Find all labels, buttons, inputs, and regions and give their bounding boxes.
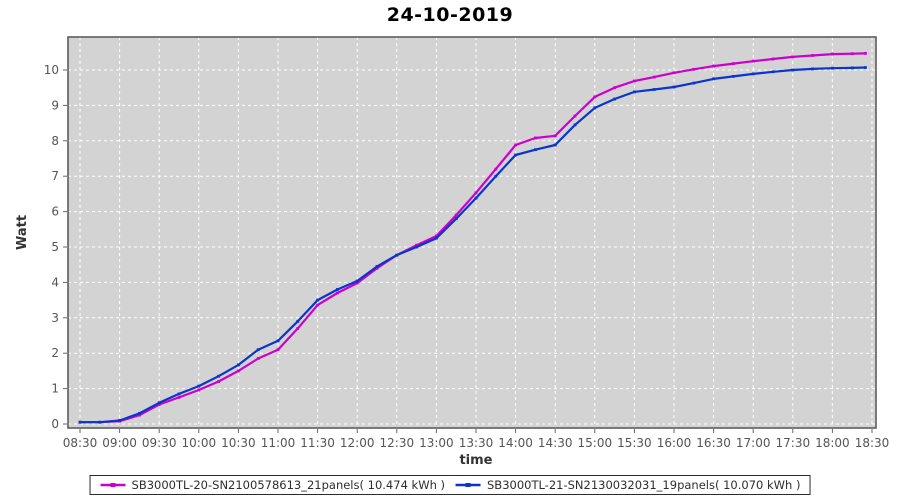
- x-tick-label: 12:00: [340, 436, 375, 450]
- y-tick-label: 10: [44, 63, 59, 77]
- y-tick-label: 4: [51, 275, 59, 289]
- legend-item-series-1: SB3000TL-20-SN2100578613_21panels( 10.47…: [100, 478, 445, 492]
- plot-border: [67, 36, 877, 429]
- x-tick-label: 17:30: [776, 436, 811, 450]
- plot-area: [68, 37, 876, 428]
- x-tick-label: 18:30: [855, 436, 890, 450]
- x-tick-label: 15:30: [617, 436, 652, 450]
- x-tick-label: 11:30: [300, 436, 335, 450]
- gridlines: [68, 37, 876, 428]
- x-tick-label: 18:00: [815, 436, 850, 450]
- legend-label-series-1: SB3000TL-20-SN2100578613_21panels( 10.47…: [131, 478, 445, 492]
- y-tick-label: 1: [51, 382, 59, 396]
- y-tick-label: 7: [51, 169, 59, 183]
- x-tick-label: 10:00: [182, 436, 217, 450]
- x-axis-title: time: [459, 453, 492, 468]
- x-tick-label: 16:30: [696, 436, 731, 450]
- x-tick-label: 09:30: [142, 436, 177, 450]
- x-tick-label: 10:30: [221, 436, 256, 450]
- x-tick-label: 14:00: [498, 436, 533, 450]
- x-tick-label: 17:00: [736, 436, 771, 450]
- x-tick-label: 09:00: [102, 436, 137, 450]
- y-axis-title: Watt: [15, 215, 30, 250]
- x-tick-label: 13:30: [459, 436, 494, 450]
- y-tick-label: 2: [51, 346, 59, 360]
- chart-title: 24-10-2019: [386, 4, 514, 26]
- y-tick-label: 6: [51, 205, 59, 219]
- y-tick-label: 9: [51, 98, 59, 112]
- chart-plot-svg: 08:30 09:00 09:30 10:00 10:30 11:00 11:30 12:00…: [15, 36, 890, 468]
- y-tick-label: 8: [51, 134, 59, 148]
- x-tick-label: 15:00: [578, 436, 613, 450]
- y-tick-label: 0: [51, 417, 59, 431]
- x-tick-label: 14:30: [538, 436, 573, 450]
- y-tick-label: 5: [51, 240, 59, 254]
- legend-item-series-2: SB3000TL-21-SN2130032031_19panels( 10.07…: [455, 478, 800, 492]
- x-tick-label: 16:00: [657, 436, 692, 450]
- x-tick-label: 12:30: [380, 436, 415, 450]
- series-markers-2: [78, 66, 867, 424]
- chart-legend: SB3000TL-20-SN2100578613_21panels( 10.47…: [89, 475, 811, 495]
- axis-tick-labels: 08:30 09:00 09:30 10:00 10:30 11:00 11:30 12:00…: [44, 63, 890, 450]
- series-2-line-icon: [456, 483, 481, 487]
- legend-label-series-2: SB3000TL-21-SN2130032031_19panels( 10.07…: [487, 478, 801, 492]
- y-tick-label: 3: [51, 311, 59, 325]
- axis-tick-marks: [63, 69, 873, 433]
- x-tick-label: 08:30: [63, 436, 98, 450]
- x-tick-label: 13:00: [419, 436, 454, 450]
- series-1-line-icon: [100, 483, 126, 487]
- x-tick-label: 11:00: [261, 436, 296, 450]
